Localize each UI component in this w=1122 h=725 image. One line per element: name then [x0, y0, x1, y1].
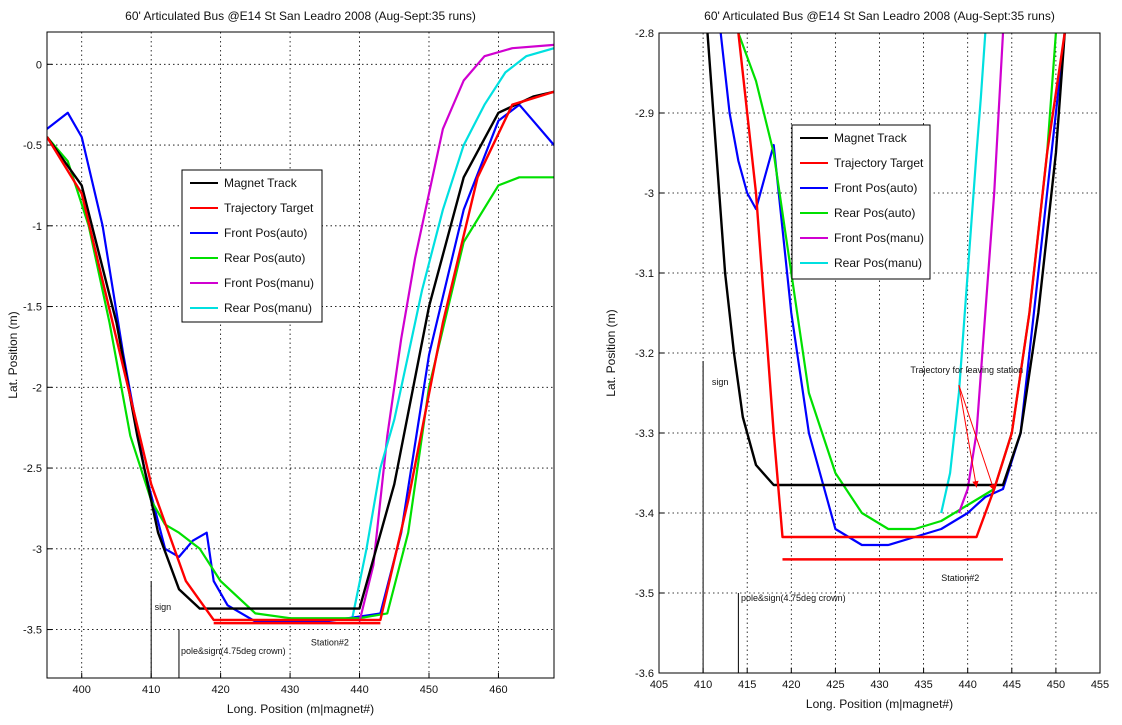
annotation-arrowhead [972, 480, 979, 488]
annotation-label: pole&sign(4.75deg crown) [741, 593, 846, 603]
x-tick-label: 445 [1003, 679, 1021, 691]
x-tick-label: 410 [142, 684, 160, 696]
legend-label: Rear Pos(manu) [224, 301, 312, 315]
annotation-label: Station#2 [311, 638, 349, 648]
x-tick-label: 415 [738, 679, 756, 691]
x-tick-label: 400 [73, 684, 91, 696]
annotation-label: pole&sign(4.75deg crown) [181, 646, 286, 656]
plot-area [702, 33, 1066, 673]
annotation-arrow [958, 384, 995, 491]
series-line-front-pos-manu [358, 43, 554, 622]
y-tick-label: -3 [644, 188, 654, 200]
y-tick-label: -3.1 [635, 268, 654, 280]
chart-left: 60' Articulated Bus @E14 St San Leadro 2… [6, 9, 555, 716]
legend-label: Trajectory Target [224, 201, 314, 215]
plot-frame [46, 31, 555, 679]
y-tick-label: -2 [32, 382, 42, 394]
x-tick-label: 455 [1091, 679, 1109, 691]
x-axis-label: Long. Position (m|magnet#) [806, 697, 953, 711]
y-tick-label: -1 [32, 221, 42, 233]
x-tick-label: 410 [694, 679, 712, 691]
series-line-rear-pos-auto [737, 33, 1057, 531]
x-tick-label: 430 [281, 684, 299, 696]
annotation-arrow [958, 384, 978, 488]
chart-panel-right: 60' Articulated Bus @E14 St San Leadro 2… [563, 0, 1122, 725]
annotation-label: Station#2 [941, 573, 979, 583]
x-tick-label: 450 [420, 684, 438, 696]
y-tick-label: -2.8 [635, 28, 654, 40]
x-tick-label: 425 [826, 679, 844, 691]
legend: Magnet Track Trajectory Target Front Pos(a… [791, 124, 931, 280]
legend-label: Front Pos(manu) [834, 231, 924, 245]
y-axis-label: Lat. Position (m) [604, 309, 618, 396]
legend-label: Rear Pos(auto) [224, 251, 305, 265]
legend-label: Magnet Track [224, 176, 298, 190]
legend-label: Trajectory Target [834, 156, 924, 170]
y-tick-label: -3.5 [635, 588, 654, 600]
series-line-front-pos-auto [719, 33, 1066, 547]
x-tick-label: 450 [1047, 679, 1065, 691]
x-tick-label: 460 [489, 684, 507, 696]
plot-frame [658, 32, 1101, 674]
x-tick-label: 420 [211, 684, 229, 696]
chart-right: 60' Articulated Bus @E14 St San Leadro 2… [604, 9, 1109, 711]
legend-label: Front Pos(manu) [224, 276, 314, 290]
y-tick-label: -3.4 [635, 508, 654, 520]
plot-area [47, 43, 554, 678]
series-line-front-pos-auto [47, 103, 554, 623]
series-line-magnet-track [706, 33, 1066, 487]
legend-label: Rear Pos(auto) [834, 206, 915, 220]
y-tick-label: -3.6 [635, 668, 654, 680]
series-line-rear-pos-manu [351, 47, 554, 617]
legend-label: Rear Pos(manu) [834, 256, 922, 270]
legend-label: Front Pos(auto) [834, 181, 917, 195]
y-tick-label: -2.9 [635, 108, 654, 120]
x-axis-label: Long. Position (m|magnet#) [227, 702, 374, 716]
x-tick-label: 440 [350, 684, 368, 696]
x-tick-label: 430 [870, 679, 888, 691]
series-line-rear-pos-auto [47, 136, 554, 620]
series-line-trajectory-target [47, 90, 554, 622]
series-line-trajectory-target [737, 33, 1066, 539]
y-tick-label: -3 [32, 544, 42, 556]
legend-label: Magnet Track [834, 131, 908, 145]
annotation-label: Trajectory for leaving station [910, 365, 1023, 375]
y-tick-label: -1.5 [23, 302, 42, 314]
annotation-label: sign [712, 377, 729, 387]
legend: Magnet Track Trajectory Target Front Pos(a… [181, 169, 323, 323]
x-tick-label: 420 [782, 679, 800, 691]
legend-box [181, 169, 323, 323]
chart-title: 60' Articulated Bus @E14 St San Leadro 2… [125, 9, 476, 23]
x-tick-label: 440 [959, 679, 977, 691]
y-tick-label: -3.5 [23, 625, 42, 637]
legend-box [791, 124, 931, 280]
y-tick-label: -0.5 [23, 140, 42, 152]
x-tick-label: 405 [650, 679, 668, 691]
x-tick-label: 435 [914, 679, 932, 691]
y-axis-label: Lat. Position (m) [6, 311, 20, 398]
series-line-front-pos-manu [957, 33, 1005, 514]
series-line-rear-pos-manu [940, 33, 987, 514]
annotation-label: sign [155, 602, 172, 612]
chart-title: 60' Articulated Bus @E14 St San Leadro 2… [704, 9, 1055, 23]
annotation-arrowhead [989, 483, 996, 491]
y-tick-label: -2.5 [23, 463, 42, 475]
legend-label: Front Pos(auto) [224, 226, 307, 240]
y-tick-label: 0 [36, 59, 42, 71]
chart-panel-left: 60' Articulated Bus @E14 St San Leadro 2… [6, 9, 555, 716]
y-tick-label: -3.3 [635, 428, 654, 440]
y-tick-label: -3.2 [635, 348, 654, 360]
